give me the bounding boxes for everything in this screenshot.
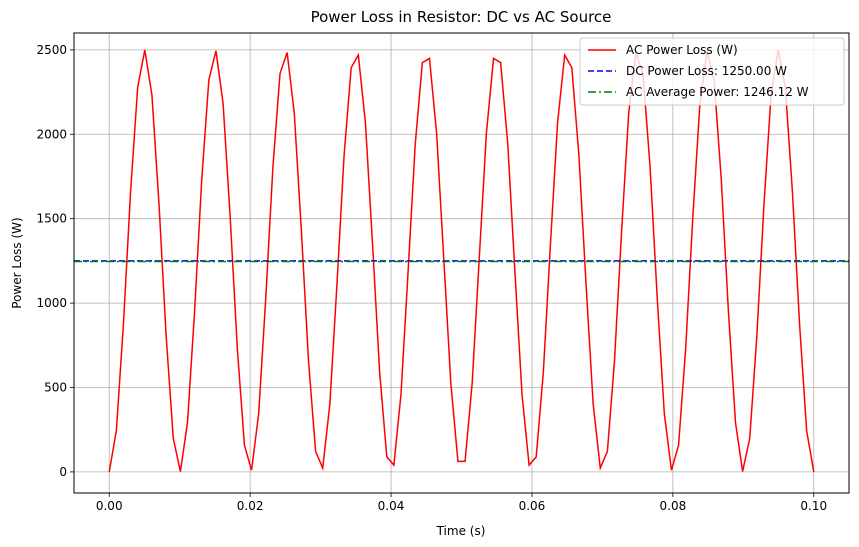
legend-box (579, 37, 845, 106)
series-layer (74, 49, 849, 473)
y-tick-label: 1500 (36, 212, 67, 226)
y-tick-label: 0 (59, 465, 67, 479)
legend-label: AC Average Power: 1246.12 W (626, 85, 809, 99)
legend-label: DC Power Loss: 1250.00 W (626, 64, 787, 78)
chart-title: Power Loss in Resistor: DC vs AC Source (311, 8, 612, 26)
x-tick-label: 0.02 (237, 499, 264, 513)
plot-frame (73, 32, 850, 494)
legend-label: AC Power Loss (W) (626, 43, 738, 57)
x-tick-label: 0.10 (800, 499, 827, 513)
x-axis-label: Time (s) (436, 524, 486, 538)
plot-area (74, 33, 849, 493)
grid-lines (74, 33, 849, 493)
y-tick-label: 2500 (36, 43, 67, 57)
x-tick-label: 0.04 (378, 499, 405, 513)
y-axis-ticks: 0 500 1000 1500 2000 2500 (36, 43, 74, 479)
x-tick-label: 0.06 (519, 499, 546, 513)
ac-power-line (108, 49, 815, 473)
x-axis-ticks: 0.00 0.02 0.04 0.06 0.08 0.10 (96, 493, 827, 513)
legend: AC Power Loss (W) DC Power Loss: 1250.00 … (579, 37, 845, 106)
y-axis-label: Power Loss (W) (10, 217, 24, 308)
y-tick-label: 500 (44, 380, 67, 394)
x-tick-label: 0.00 (96, 499, 123, 513)
y-tick-label: 2000 (36, 127, 67, 141)
y-tick-label: 1000 (36, 296, 67, 310)
x-tick-label: 0.08 (660, 499, 687, 513)
